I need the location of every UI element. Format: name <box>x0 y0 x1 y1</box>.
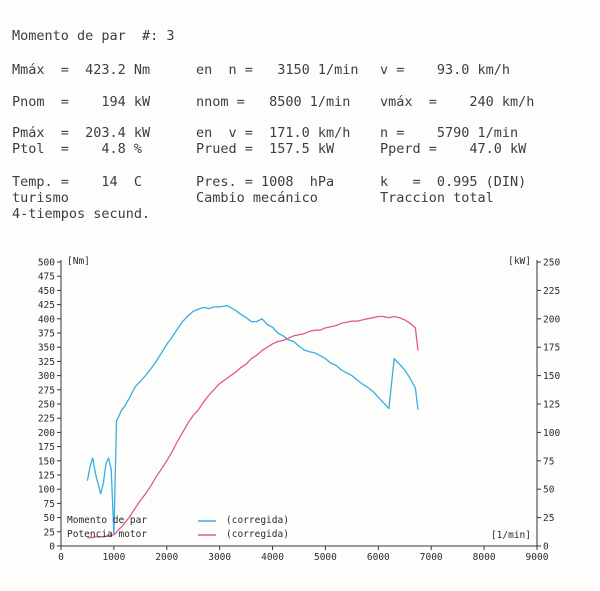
report-title: Momento de par #: 3 <box>12 28 175 44</box>
legend-label-2: Potencia motor <box>67 529 147 540</box>
left-tick-label: 450 <box>38 286 55 297</box>
series-line-torque <box>86 305 419 536</box>
right-axis-unit: [kW] <box>508 256 531 267</box>
left-tick-label: 125 <box>38 471 55 482</box>
x-tick-label: 5000 <box>314 552 337 563</box>
spec-row-4-col-2: Prued = 157.5 kW <box>196 141 335 157</box>
spec-row-3-col-3: n = 5790 1/min <box>380 125 519 141</box>
spec-row-3-col-1: Pmáx = 203.4 kW <box>12 125 151 141</box>
x-tick-label: 3000 <box>208 552 231 563</box>
right-tick-label: 50 <box>543 485 555 496</box>
left-tick-label: 425 <box>38 300 55 311</box>
series-line-power <box>87 315 419 539</box>
spec-row-6-col-2: Cambio mecánico <box>196 190 318 206</box>
right-tick-label: 75 <box>543 456 554 467</box>
spec-row-3-col-2: en v = 171.0 km/h <box>196 125 351 141</box>
left-tick-label: 225 <box>38 414 55 425</box>
right-tick-label: 25 <box>543 513 554 524</box>
left-tick-label: 200 <box>38 428 55 439</box>
left-tick-label: 500 <box>38 258 55 269</box>
x-tick-label: 8000 <box>473 552 496 563</box>
x-tick-label: 6000 <box>367 552 390 563</box>
spec-row-6-col-3: Traccion total <box>380 190 494 206</box>
right-tick-label: 100 <box>543 428 560 439</box>
left-tick-label: 25 <box>44 527 55 538</box>
left-tick-label: 175 <box>38 442 55 453</box>
left-tick-label: 350 <box>38 343 55 354</box>
right-tick-label: 0 <box>543 542 549 553</box>
left-tick-label: 0 <box>49 542 55 553</box>
spec-row-5-col-1: Temp. = 14 C <box>12 174 143 190</box>
left-tick-label: 475 <box>38 272 55 283</box>
left-tick-label: 50 <box>44 513 56 524</box>
right-tick-label: 125 <box>543 400 560 411</box>
left-tick-label: 150 <box>38 456 55 467</box>
legend-note-2: (corregida) <box>226 529 289 540</box>
spec-row-5-col-3: k = 0.995 (DIN) <box>380 174 527 190</box>
right-tick-label: 150 <box>543 371 560 382</box>
x-tick-label: 0 <box>58 552 64 563</box>
x-tick-label: 7000 <box>420 552 443 563</box>
left-tick-label: 375 <box>38 329 55 340</box>
spec-row-2-col-2: nnom = 8500 1/min <box>196 94 351 110</box>
spec-row-4-col-3: Pperd = 47.0 kW <box>380 141 527 157</box>
left-axis-unit: [Nm] <box>67 256 90 267</box>
left-tick-label: 275 <box>38 385 55 396</box>
right-tick-label: 200 <box>543 314 560 325</box>
spec-row-1-col-1: Mmáx = 423.2 Nm <box>12 62 151 78</box>
right-tick-label: 250 <box>543 258 560 269</box>
spec-row-2-col-1: Pnom = 194 kW <box>12 94 151 110</box>
spec-row-1-col-3: v = 93.0 km/h <box>380 62 511 78</box>
spec-row-5-col-2: Pres. = 1008 hPa <box>196 174 335 190</box>
x-tick-label: 4000 <box>261 552 284 563</box>
legend-note-1: (corregida) <box>226 515 289 526</box>
left-tick-label: 75 <box>44 499 55 510</box>
left-tick-label: 300 <box>38 371 55 382</box>
x-tick-label: 1000 <box>102 552 125 563</box>
right-tick-label: 175 <box>543 343 560 354</box>
left-tick-label: 250 <box>38 400 55 411</box>
left-tick-label: 325 <box>38 357 55 368</box>
x-axis-unit: [1/min] <box>491 530 531 541</box>
x-tick-label: 9000 <box>526 552 549 563</box>
spec-row-1-col-2: en n = 3150 1/min <box>196 62 359 78</box>
legend-label-1: Momento de par <box>67 515 147 526</box>
spec-row-4-col-1: Ptol = 4.8 % <box>12 141 143 157</box>
right-tick-label: 225 <box>543 286 560 297</box>
x-tick-label: 2000 <box>155 552 178 563</box>
spec-row-7-col-1: 4-tiempos secund. <box>12 206 151 222</box>
spec-row-2-col-3: vmáx = 240 km/h <box>380 94 535 110</box>
spec-row-6-col-1: turismo <box>12 190 69 206</box>
left-tick-label: 400 <box>38 314 55 325</box>
left-tick-label: 100 <box>38 485 55 496</box>
